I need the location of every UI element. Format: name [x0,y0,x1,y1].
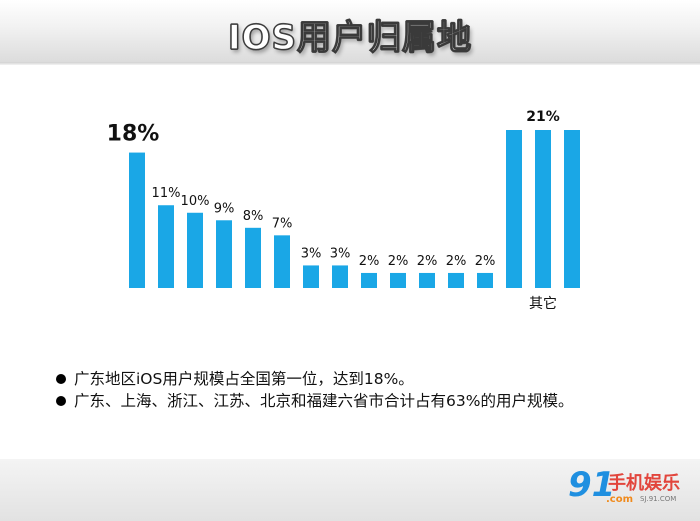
bar [303,265,319,288]
note-text: 广东、上海、浙江、江苏、北京和福建六省市合计占有63%的用户规模。 [74,392,574,410]
logo-domain: SJ.91.COM [640,495,677,503]
bar [419,272,435,288]
bar [535,130,551,288]
logo-number: 91 [568,465,616,505]
bar [187,212,203,288]
data-label: 21% [526,109,560,125]
data-label: 2% [359,254,380,269]
page-title: IOS用户归属地 [227,17,473,58]
data-label: 3% [301,246,322,261]
logo-name: 手机娱乐 [608,473,680,494]
data-label: 3% [330,246,351,261]
data-label: 18% [107,122,160,147]
logo-com: .com [606,494,634,505]
bar [564,130,580,288]
bar [245,227,261,288]
note-text: 广东地区iOS用户规模占全国第一位，达到18%。 [74,370,414,388]
footer-band [0,459,700,521]
data-label: 2% [388,254,409,269]
note-item: 广东、上海、浙江、江苏、北京和福建六省市合计占有63%的用户规模。 [56,390,676,412]
data-label: 8% [243,209,264,224]
data-label: 11% [152,186,181,201]
bar-chart: 18% 11%10% 9% 8% 7% 3% 3% 2% 2% 2% 2% 2% 21% 其它 [107,109,580,312]
bullet-icon [56,374,66,384]
bar [274,235,290,288]
bar [129,152,145,288]
data-label: 9% [214,201,235,216]
bar [158,205,174,288]
bullet-icon [56,396,66,406]
header-band [0,0,700,62]
bar [448,272,464,288]
data-label: 2% [417,254,438,269]
data-label: 10% [181,194,210,209]
header-divider [0,62,700,65]
note-item: 广东地区iOS用户规模占全国第一位，达到18%。 [56,368,676,390]
group-label: 其它 [529,295,557,312]
bar [332,265,348,288]
bar [477,272,493,288]
bar [361,272,377,288]
brand-logo: 91 手机娱乐 .com SJ.91.COM [568,463,688,513]
data-label: 2% [446,254,467,269]
bar [390,272,406,288]
data-label: 2% [475,254,496,269]
notes-list: 广东地区iOS用户规模占全国第一位，达到18%。 广东、上海、浙江、江苏、北京和… [56,368,676,412]
data-label: 7% [272,216,293,231]
bar [216,220,232,288]
bar [506,130,522,288]
